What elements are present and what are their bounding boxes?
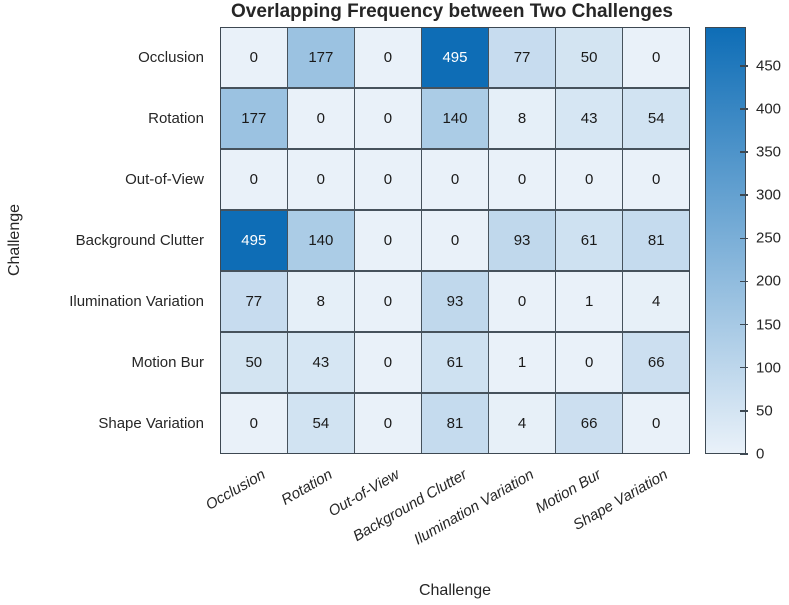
heatmap-cell: 8: [288, 271, 354, 332]
heatmap-cell: 54: [623, 88, 689, 149]
colorbar-tick: [740, 65, 748, 67]
heatmap-cell: 1: [489, 332, 555, 393]
heatmap-cell: 50: [556, 28, 622, 88]
heatmap-cell: 0: [489, 271, 555, 332]
colorbar-tick: [740, 323, 748, 326]
heatmap-cell: 81: [623, 210, 689, 271]
x-tick-label: Background Clutter: [349, 466, 470, 545]
heatmap-cell: 140: [422, 88, 488, 149]
colorbar-tick-label: 300: [756, 186, 782, 204]
y-tick-label: Occlusion: [138, 49, 204, 66]
heatmap-cell: 93: [489, 210, 555, 271]
heatmap-cell: 77: [489, 28, 555, 88]
y-tick-label: Motion Bur: [131, 354, 204, 371]
heatmap-cell: 93: [422, 271, 488, 332]
heatmap-cell: 81: [422, 393, 488, 453]
colorbar-tick-label: 350: [756, 143, 782, 161]
heatmap-cell: 177: [221, 88, 287, 149]
heatmap-cell: 0: [355, 28, 421, 88]
heatmap-cell: 0: [221, 149, 287, 210]
colorbar-tick: [740, 280, 748, 283]
colorbar-tick-label: 0: [756, 445, 765, 463]
heatmap-cell: 0: [355, 332, 421, 393]
y-tick-label: Ilumination Variation: [69, 293, 204, 310]
heatmap-cell: 43: [288, 332, 354, 393]
heatmap-cell: 140: [288, 210, 354, 271]
colorbar-tick: [740, 453, 748, 455]
heatmap-cell: 0: [355, 210, 421, 271]
x-axis-label: Challenge: [418, 582, 492, 599]
colorbar-tick: [740, 366, 748, 369]
heatmap-cell: 495: [221, 210, 287, 271]
heatmap-cell: 61: [556, 210, 622, 271]
heatmap-cell: 0: [355, 149, 421, 210]
heatmap-cell: 1: [556, 271, 622, 332]
heatmap-cell: 0: [355, 88, 421, 149]
heatmap-cell: 0: [556, 332, 622, 393]
heatmap-cell: 0: [221, 28, 287, 88]
x-tick-label: Occlusion: [202, 466, 269, 514]
heatmap-grid: 0 177 0 495 77 50 0 177 0 0 140 8 43 54 0 0 0 0 0 0 0 495 140 0…: [220, 27, 690, 454]
heatmap-cell: 66: [623, 332, 689, 393]
heatmap-cell: 61: [422, 332, 488, 393]
heatmap-cell: 77: [221, 271, 287, 332]
colorbar-tick-label: 50: [756, 402, 773, 420]
y-tick-label: Background Clutter: [75, 232, 204, 249]
colorbar-tick-label: 100: [756, 359, 782, 377]
heatmap-cell: 50: [221, 332, 287, 393]
colorbar-tick-label: 450: [756, 57, 782, 75]
colorbar-tick: [740, 194, 748, 196]
chart-title: Overlapping Frequency between Two Challe…: [230, 1, 674, 22]
colorbar-tick-label: 200: [756, 272, 782, 290]
heatmap-cell: 495: [422, 28, 488, 88]
heatmap-cell: 54: [288, 393, 354, 453]
heatmap-cell: 0: [489, 149, 555, 210]
heatmap-cell: 0: [355, 393, 421, 453]
x-tick-label: Rotation: [278, 466, 336, 509]
colorbar-tick-label: 400: [756, 100, 782, 118]
colorbar-tick: [740, 410, 748, 412]
x-tick-label: Ilumination Variation: [410, 466, 537, 549]
heatmap-cell: 43: [556, 88, 622, 149]
heatmap-cell: 0: [422, 210, 488, 271]
y-tick-labels: Occlusion Rotation Out-of-View Background C…: [0, 27, 212, 454]
heatmap-cell: 0: [422, 149, 488, 210]
y-tick-label: Out-of-View: [125, 171, 204, 188]
colorbar-tick: [740, 108, 748, 110]
heatmap-cell: 0: [288, 149, 354, 210]
heatmap-cell: 8: [489, 88, 555, 149]
heatmap-cell: 0: [221, 393, 287, 453]
y-tick-label: Rotation: [148, 110, 204, 127]
y-tick-label: Shape Variation: [98, 415, 204, 432]
colorbar-tick-label: 250: [756, 229, 782, 247]
colorbar-tick: [740, 237, 748, 240]
colorbar-tick: [740, 151, 748, 153]
colorbar-gradient: [706, 28, 745, 453]
heatmap-cell: 4: [623, 271, 689, 332]
heatmap-cell: 0: [623, 393, 689, 453]
heatmap-cell: 0: [556, 149, 622, 210]
heatmap-cell: 0: [355, 271, 421, 332]
heatmap-cell: 66: [556, 393, 622, 453]
heatmap-cell: 0: [623, 28, 689, 88]
heatmap-cell: 177: [288, 28, 354, 88]
colorbar-tick-label: 150: [756, 316, 782, 334]
heatmap-cell: 4: [489, 393, 555, 453]
heatmap-cell: 0: [623, 149, 689, 210]
heatmap-cell: 0: [288, 88, 354, 149]
colorbar: [705, 27, 746, 454]
